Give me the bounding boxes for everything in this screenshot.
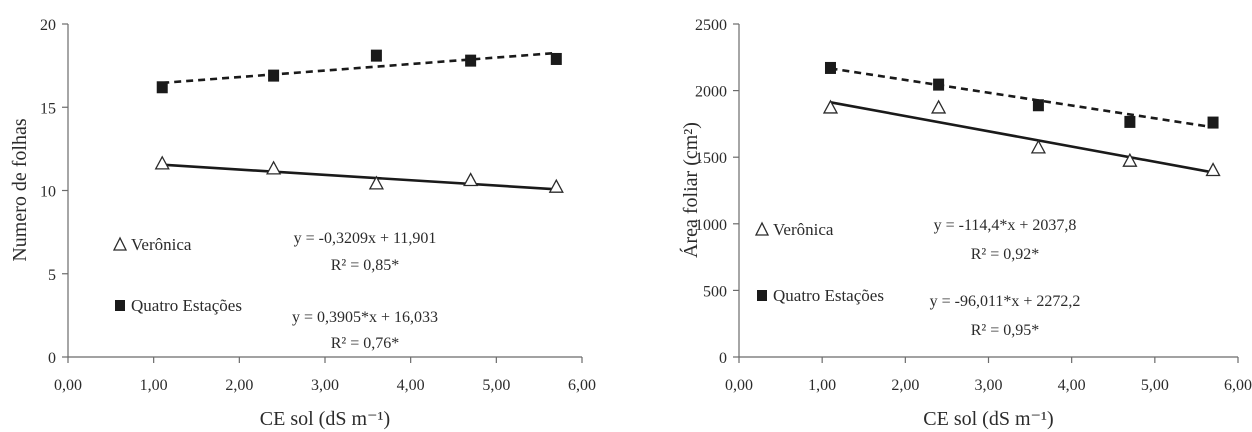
data-point-square xyxy=(465,54,477,67)
y-tick-label: 1000 xyxy=(695,217,727,234)
data-point-square xyxy=(156,81,168,94)
legend-marker-square xyxy=(757,290,767,301)
data-point-triangle xyxy=(266,160,282,175)
data-point-square xyxy=(1124,115,1136,128)
x-tick-label: 0,00 xyxy=(725,377,753,394)
data-point-triangle xyxy=(1030,139,1046,154)
data-point-triangle xyxy=(1205,162,1221,177)
x-tick-label: 4,00 xyxy=(1058,377,1086,394)
x-axis-title: CE sol (dS m⁻¹) xyxy=(260,408,390,430)
data-point-triangle xyxy=(463,172,479,187)
data-point-triangle xyxy=(931,99,947,114)
y-tick-label: 15 xyxy=(40,100,56,117)
x-tick-label: 5,00 xyxy=(482,377,510,394)
y-tick-label: 2000 xyxy=(695,84,727,101)
data-point-square xyxy=(370,49,382,62)
x-tick-label: 3,00 xyxy=(311,377,339,394)
x-axis-title: CE sol (dS m⁻¹) xyxy=(923,408,1053,430)
x-tick-label: 2,00 xyxy=(891,377,919,394)
y-tick-label: 1500 xyxy=(695,150,727,167)
x-tick-label: 6,00 xyxy=(1224,377,1252,394)
y-tick-label: 2500 xyxy=(695,17,727,34)
y-tick-label: 10 xyxy=(40,184,56,201)
x-tick-label: 3,00 xyxy=(975,377,1003,394)
trendline-veronica xyxy=(830,101,1214,174)
x-tick-label: 6,00 xyxy=(568,377,596,394)
legend-marker-square xyxy=(115,300,125,311)
regression-equation: y = -114,4*x + 2037,8 xyxy=(934,217,1077,234)
data-point-square xyxy=(1032,99,1044,112)
y-tick-label: 0 xyxy=(48,350,56,367)
y-axis-title: Numero de folhas xyxy=(9,118,31,262)
legend-marker-triangle xyxy=(754,221,770,236)
data-point-triangle xyxy=(368,175,384,190)
regression-equation: y = -0,3209x + 11,901 xyxy=(294,230,437,247)
legend-label: Quatro Estações xyxy=(773,286,884,305)
x-tick-label: 4,00 xyxy=(397,377,425,394)
trendline-quatro-estacoes xyxy=(830,67,1214,129)
data-point-square xyxy=(933,78,945,91)
legend-label: Verônica xyxy=(773,220,834,239)
data-point-square xyxy=(550,52,562,65)
legend-label: Quatro Estações xyxy=(131,296,242,315)
y-tick-label: 500 xyxy=(703,283,727,300)
r-squared-label: R² = 0,95* xyxy=(971,322,1040,339)
x-tick-label: 0,00 xyxy=(54,377,82,394)
x-tick-label: 2,00 xyxy=(225,377,253,394)
legend-label: Verônica xyxy=(131,235,192,254)
trendline-quatro-estacoes xyxy=(162,51,557,85)
x-tick-label: 1,00 xyxy=(808,377,836,394)
data-point-square xyxy=(824,61,836,74)
chart-leaf-area: 0 500 1000 1500 2000 2500 0,00 1,00 2,00 3,00 4,00… xyxy=(679,17,1252,430)
regression-equation: y = -96,011*x + 2272,2 xyxy=(930,293,1081,310)
chart-number-of-leaves: 0 5 10 15 20 0,00 1,00 2,00 3,00 4,00 5,00 6,00 CE s… xyxy=(9,17,596,430)
y-axis-title: Área foliar (cm²) xyxy=(679,122,702,258)
data-point-triangle xyxy=(822,99,839,114)
data-point-square xyxy=(1207,116,1219,129)
y-tick-label: 5 xyxy=(48,267,56,284)
trendline-veronica xyxy=(162,163,557,191)
r-squared-label: R² = 0,85* xyxy=(331,257,400,274)
y-tick-label: 20 xyxy=(40,17,56,34)
regression-equation: y = 0,3905*x + 16,033 xyxy=(292,309,438,326)
x-tick-label: 5,00 xyxy=(1141,377,1169,394)
data-point-square xyxy=(268,69,280,82)
r-squared-label: R² = 0,92* xyxy=(971,246,1040,263)
data-point-triangle xyxy=(1122,152,1138,167)
data-point-triangle xyxy=(154,155,170,170)
data-point-triangle xyxy=(548,178,564,193)
x-tick-label: 1,00 xyxy=(140,377,168,394)
r-squared-label: R² = 0,76* xyxy=(331,335,400,352)
legend-marker-triangle xyxy=(112,236,128,251)
y-tick-label: 0 xyxy=(719,350,727,367)
